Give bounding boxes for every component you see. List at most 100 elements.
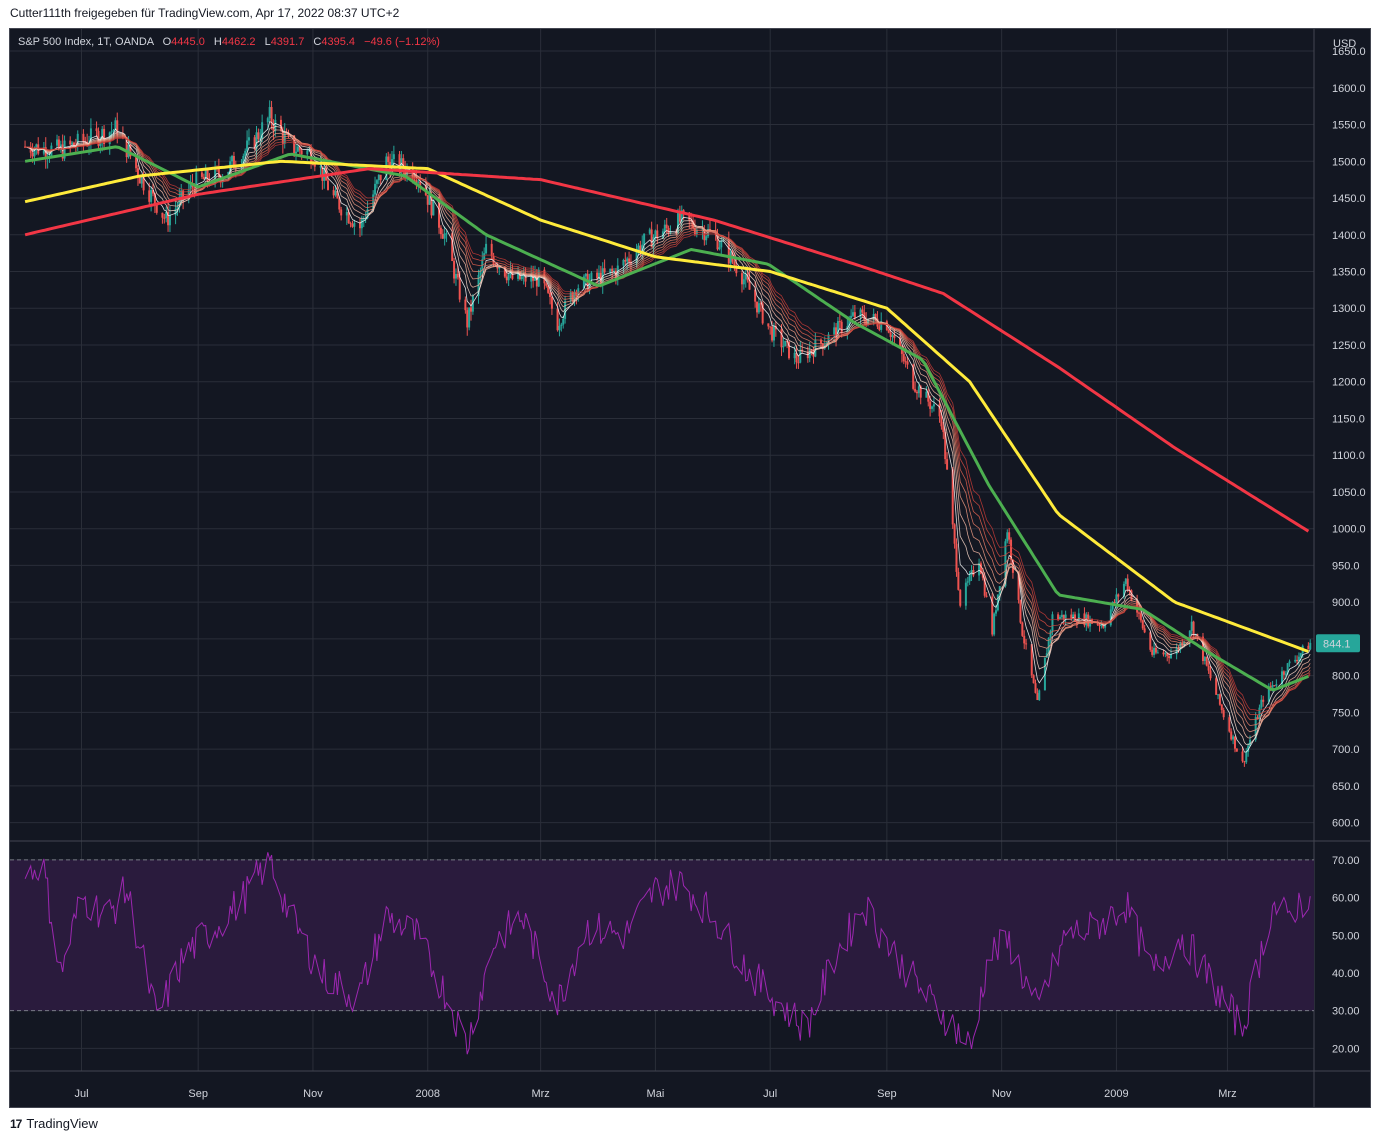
candle-body (485, 243, 488, 254)
ema-ribbon-line (25, 136, 1311, 721)
candle-body (505, 276, 508, 281)
candle-body (1072, 614, 1075, 619)
candle-body (257, 132, 260, 140)
candle-body (1258, 707, 1261, 719)
candle-body (358, 222, 361, 229)
ema-ribbon-line (25, 135, 1311, 727)
candle-body (940, 416, 943, 427)
candle-body (189, 183, 192, 190)
candle-body (716, 234, 719, 250)
candle-body (613, 270, 616, 272)
candle-body (1034, 683, 1037, 693)
candle-body (296, 146, 299, 152)
candle-body (195, 172, 198, 193)
time-tick-label: 2008 (415, 1088, 439, 1100)
candle-body (279, 119, 282, 131)
ema-ribbon-line (25, 129, 1311, 739)
candle-body (274, 119, 277, 131)
candle-body (338, 198, 341, 210)
candle-body (708, 229, 711, 231)
candle-body (152, 189, 155, 194)
candle-body (774, 325, 777, 330)
candle-body (1057, 614, 1060, 620)
candle-body (1267, 686, 1270, 702)
candle-body (1156, 652, 1159, 654)
last-price-label: 844.1 (1323, 638, 1351, 650)
candle-body (110, 131, 113, 133)
candle-body (641, 244, 644, 253)
candle-body (392, 154, 395, 160)
candle-body (76, 133, 79, 147)
candle-body (718, 247, 721, 250)
candle-body (833, 327, 836, 335)
candle-body (1019, 599, 1022, 623)
candle-body (590, 272, 593, 280)
candle-body (400, 158, 403, 172)
candle-body (914, 388, 917, 392)
candle-body (925, 391, 928, 398)
ema-ribbon-line (25, 137, 1311, 712)
candle-body (964, 582, 967, 606)
candle-body (1166, 653, 1169, 657)
candle-body (232, 156, 235, 169)
chart-frame[interactable]: USD 1650.0 1600.0 1550.0 1500.0 1450.0 1400.0 1… (9, 28, 1371, 1108)
candle-body (782, 346, 785, 348)
candle-body (293, 135, 296, 154)
high-value: 4462.2 (221, 36, 256, 48)
candle-body (413, 179, 416, 181)
candle-body (1281, 671, 1284, 685)
candle-body (72, 142, 75, 147)
candle-body (639, 245, 642, 253)
candle-body (919, 386, 922, 398)
candle-body (1074, 614, 1077, 622)
candle-body (270, 107, 273, 124)
candle-body (931, 406, 934, 409)
candle-body (163, 217, 166, 219)
candle-body (550, 296, 553, 309)
candle-body (902, 353, 905, 362)
candle-body (705, 236, 708, 241)
price-tick-label: 800.0 (1332, 671, 1360, 683)
candle-body (438, 199, 441, 228)
candle-body (733, 261, 736, 266)
candle-body (470, 307, 473, 312)
candle-body (944, 432, 947, 460)
candle-body (1192, 621, 1195, 636)
candle-body (537, 269, 540, 287)
candle-body (744, 274, 747, 280)
time-tick-label: Mrz (531, 1088, 549, 1100)
candle-body (321, 166, 324, 181)
candle-body (377, 174, 380, 181)
candle-body (1218, 694, 1221, 705)
candle-body (458, 277, 461, 300)
candle-body (549, 292, 552, 297)
candle-body (692, 220, 695, 229)
candle-body (1207, 665, 1210, 671)
candle-body (667, 228, 670, 234)
candle-body (148, 190, 151, 202)
candle-body (1175, 648, 1178, 655)
candle-body (859, 309, 862, 318)
candle-body (443, 233, 446, 239)
candle-body (957, 571, 960, 590)
time-tick-label: Jul (763, 1088, 777, 1100)
candle-body (150, 189, 153, 202)
candle-body (979, 563, 982, 574)
candle-body (1102, 624, 1105, 628)
candle-body (517, 271, 520, 279)
candle-body (1060, 614, 1063, 618)
candle-body (1049, 630, 1052, 638)
candle-body (464, 299, 467, 311)
time-tick-label: Nov (303, 1088, 323, 1100)
candle-body (97, 130, 100, 146)
candle-body (840, 321, 843, 334)
rsi-tick-label: 20.00 (1332, 1043, 1360, 1055)
candle-body (1004, 541, 1007, 587)
candle-body (327, 180, 330, 190)
candle-body (993, 613, 996, 635)
price-tick-label: 1450.0 (1332, 193, 1366, 205)
candle-body (757, 303, 760, 313)
candle-body (1233, 736, 1236, 749)
candle-body (767, 323, 770, 327)
